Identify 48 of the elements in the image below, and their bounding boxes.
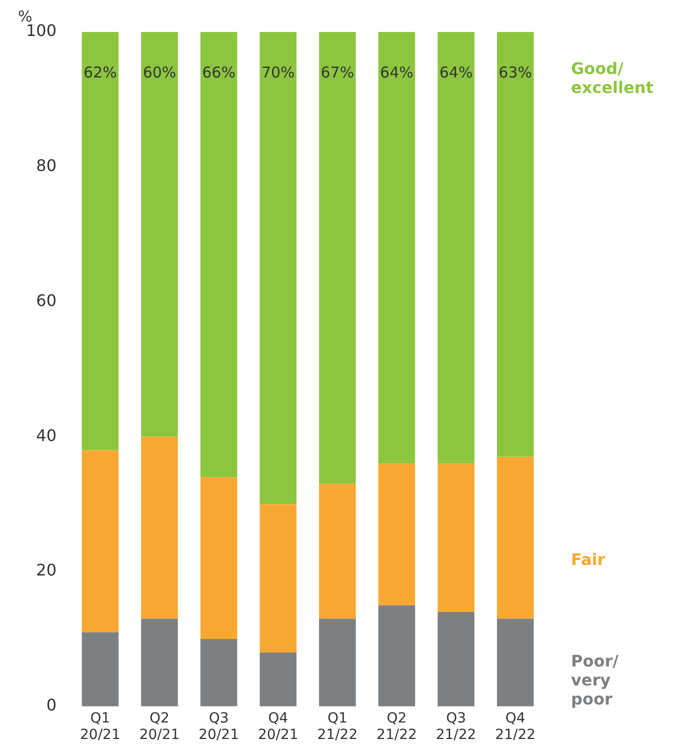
data-label: 60% [142,63,176,82]
bar [319,484,356,619]
bar [378,605,416,706]
bar [319,32,356,484]
bar [200,32,238,478]
x-tick-label: Q2 20/21 [139,710,180,744]
data-label: 66% [202,63,236,82]
x-tick-label: Q4 20/21 [258,710,298,744]
x-tick-label: Q4 21/22 [495,710,536,744]
data-label: 62% [84,63,117,82]
bar [438,32,474,464]
bar [260,32,296,504]
bar [200,477,238,639]
data-label: 64% [439,63,473,82]
bar [319,618,356,706]
bar [260,652,296,706]
y-tick-label: 40 [36,426,57,445]
text: Poor/ very poor [571,652,619,709]
y-tick-label: 80 [36,156,57,176]
bar [378,32,416,464]
bar [438,464,474,612]
y-tick-label: 0 [46,696,57,715]
bar [378,464,416,606]
data-label: 63% [498,63,532,82]
x-tick-label: Q3 21/22 [436,710,476,744]
y-tick-label: 60 [36,290,57,310]
bar [200,638,238,706]
data-label: 64% [380,63,414,82]
bar [496,456,534,619]
bar [438,612,474,706]
x-tick-label: Q2 21/22 [376,710,417,744]
bar [82,32,119,450]
data-label: 67% [320,63,354,82]
bar [141,618,178,706]
bar [260,504,296,652]
x-tick-label: Q3 20/21 [198,710,239,744]
text: Good/ excellent [571,59,654,98]
x-tick-label: Q1 20/21 [80,710,120,744]
bar [82,632,119,706]
text: Fair [571,550,606,569]
bar [82,450,119,632]
y-tick-label: 20 [36,560,57,580]
x-tick-label: Q1 21/22 [317,710,358,744]
bar [141,436,178,619]
bar [141,32,178,437]
bar [496,618,534,706]
data-label: 70% [261,63,295,82]
bar [496,32,534,457]
